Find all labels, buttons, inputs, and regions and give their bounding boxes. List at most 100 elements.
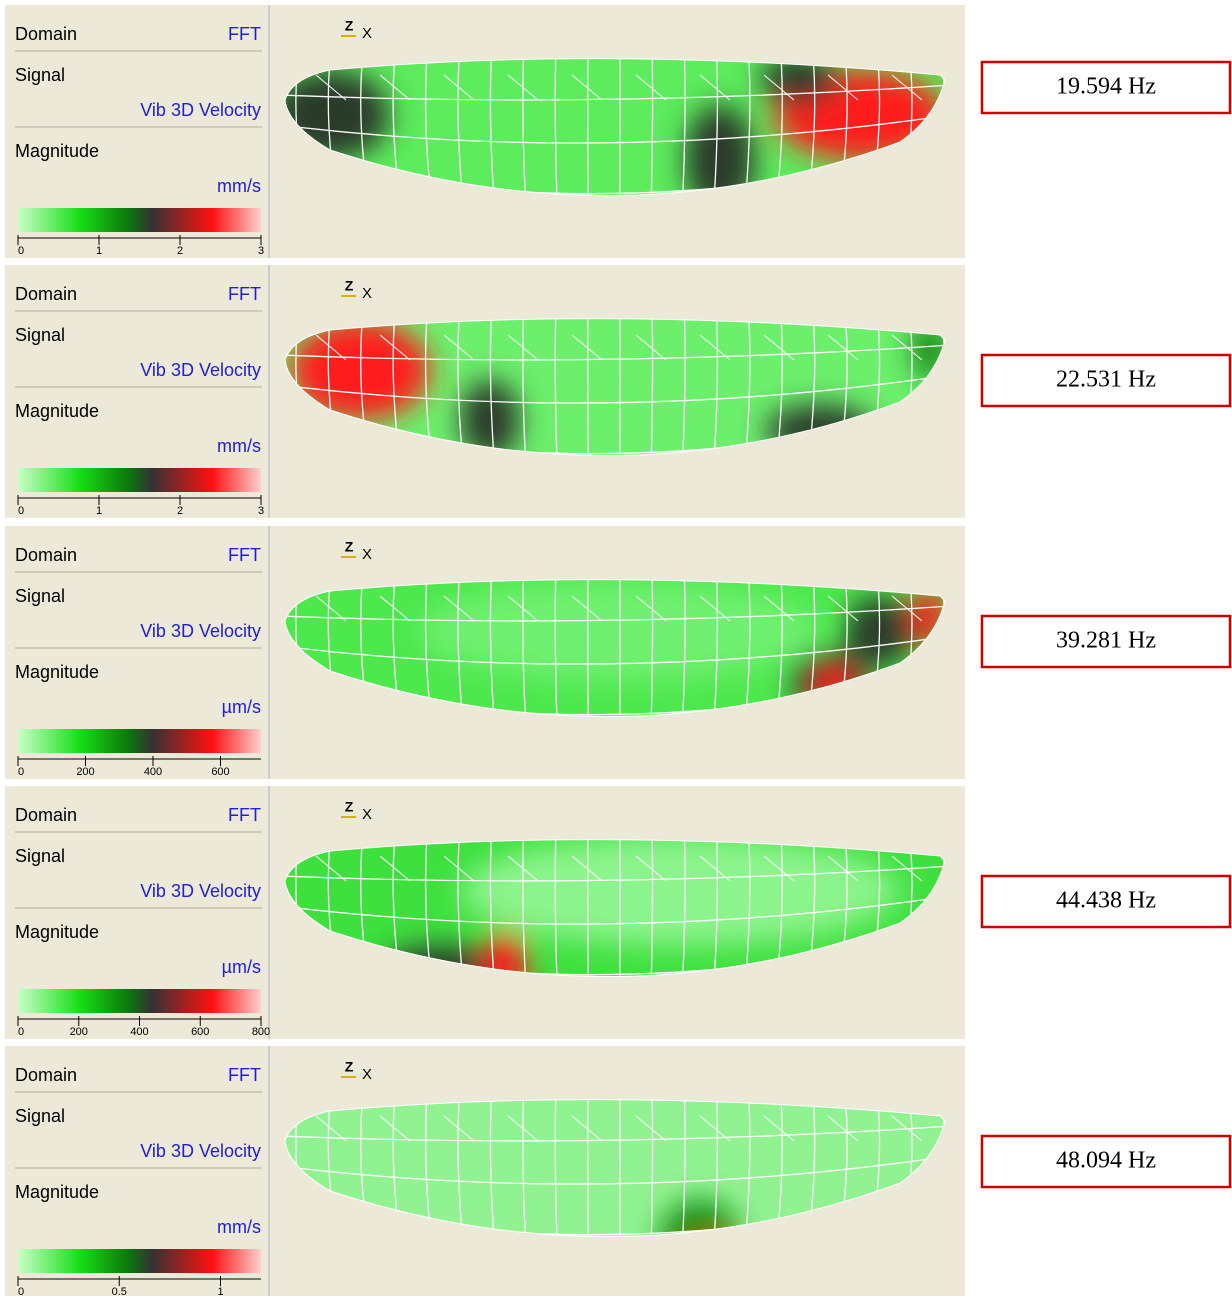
grid-line <box>618 318 621 456</box>
grid-line <box>711 1099 719 1237</box>
grid-line <box>315 855 347 882</box>
frequency: 44.438 Hz <box>1056 888 1156 914</box>
magnitude-label: Magnitude <box>15 141 99 161</box>
tick-label: 1 <box>96 505 102 517</box>
grid-line <box>571 334 603 361</box>
grid-line <box>522 579 529 717</box>
domain-label: Domain <box>15 545 77 565</box>
frequency: 48.094 Hz <box>1056 1148 1156 1174</box>
magnitude-label: Magnitude <box>15 1182 99 1202</box>
tick-label: 600 <box>191 1026 209 1038</box>
grid-line <box>763 1115 795 1142</box>
signal-label: Signal <box>15 65 65 85</box>
unit: mm/s <box>217 1217 261 1237</box>
grid-line <box>285 895 945 925</box>
panel: Domain FFT Signal Vib 3D Velocity Magnitude m… <box>5 5 1232 258</box>
grid-line <box>891 74 923 101</box>
axis-x: X <box>362 806 372 823</box>
grid-line <box>315 1115 347 1142</box>
mesh-outline <box>284 1099 946 1238</box>
grid-line <box>635 855 667 882</box>
grid-line <box>649 839 654 977</box>
signal-value: Vib 3D Velocity <box>140 360 261 380</box>
grid-line <box>699 334 731 361</box>
grid-line <box>618 839 621 977</box>
grid-line <box>285 865 945 882</box>
colorbar <box>18 208 261 232</box>
grid-line <box>571 74 603 101</box>
signal-label: Signal <box>15 325 65 345</box>
grid-line <box>680 839 686 977</box>
axis-x: X <box>362 1066 372 1083</box>
unit: µm/s <box>222 697 261 717</box>
signal-label: Signal <box>15 586 65 606</box>
colorbar <box>18 1249 261 1273</box>
grid-line <box>522 318 529 456</box>
axis-z: Z <box>345 278 354 294</box>
tick-label: 1 <box>217 1286 223 1296</box>
tick-label: 800 <box>252 1026 270 1038</box>
grid-line <box>891 855 923 882</box>
tick-label: 400 <box>130 1026 148 1038</box>
axis-z: Z <box>345 539 354 555</box>
grid-line <box>587 839 590 977</box>
tick-label: 0 <box>18 245 24 257</box>
colorbar <box>18 729 261 753</box>
tick-label: 200 <box>70 1026 88 1038</box>
grid-line <box>891 1115 923 1142</box>
tick-label: 2 <box>177 245 183 257</box>
tick-label: 0 <box>18 1286 24 1296</box>
grid-line <box>443 1115 475 1142</box>
grid-line <box>635 595 667 622</box>
domain-value: FFT <box>228 24 261 44</box>
tick-label: 3 <box>258 505 264 517</box>
grid-line <box>554 839 559 977</box>
grid-line <box>587 1099 590 1237</box>
grid-line <box>891 334 923 361</box>
magnitude-label: Magnitude <box>15 922 99 942</box>
grid-line <box>763 74 795 101</box>
grid-line <box>635 74 667 101</box>
grid-line <box>763 855 795 882</box>
grid-line <box>649 579 654 717</box>
frequency-box <box>980 353 1232 408</box>
axis-z: Z <box>345 1059 354 1075</box>
frequency-box <box>980 1134 1232 1189</box>
frequency: 39.281 Hz <box>1056 628 1156 654</box>
grid-line <box>379 595 411 622</box>
grid-line <box>379 334 411 361</box>
signal-value: Vib 3D Velocity <box>140 1141 261 1161</box>
grid-line <box>649 58 654 196</box>
grid-line <box>827 595 859 622</box>
tick-label: 2 <box>177 505 183 517</box>
grid-line <box>587 579 590 717</box>
grid-line <box>649 1099 654 1237</box>
grid-line <box>711 579 719 717</box>
tick-label: 0 <box>18 505 24 517</box>
tick-label: 0 <box>18 1026 24 1038</box>
mesh <box>285 58 945 196</box>
grid-line <box>489 839 498 977</box>
grid-line <box>618 58 621 196</box>
hotspot <box>660 1201 740 1237</box>
frequency-box <box>980 874 1232 929</box>
domain-label: Domain <box>15 24 77 44</box>
grid-line <box>443 74 475 101</box>
mesh-outline <box>284 318 946 457</box>
grid-line <box>699 74 731 101</box>
signal-label: Signal <box>15 846 65 866</box>
unit: mm/s <box>217 176 261 196</box>
frequency: 19.594 Hz <box>1056 74 1156 100</box>
magnitude-label: Magnitude <box>15 401 99 421</box>
hotspot <box>483 931 527 977</box>
grid-line <box>507 334 539 361</box>
grid-line <box>285 635 945 665</box>
grid-line <box>489 318 498 456</box>
hotspot <box>460 839 900 946</box>
grid-line <box>489 58 498 196</box>
grid-line <box>489 1099 498 1237</box>
axis-x: X <box>362 546 372 563</box>
domain-value: FFT <box>228 284 261 304</box>
grid-line <box>554 318 559 456</box>
